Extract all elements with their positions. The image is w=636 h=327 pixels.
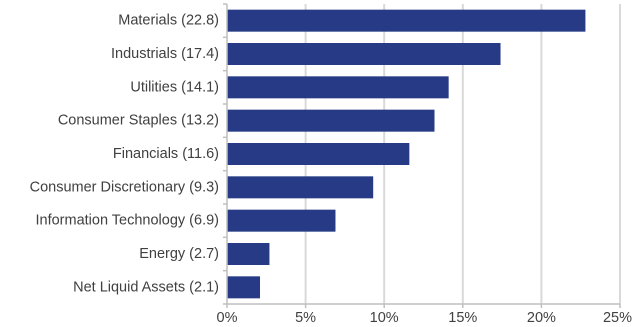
bar — [227, 209, 336, 232]
bar — [227, 9, 586, 32]
bar — [227, 143, 410, 165]
x-tick-label: 5% — [295, 310, 316, 326]
category-label: Consumer Discretionary (9.3) — [30, 179, 219, 195]
category-label: Information Technology (6.9) — [35, 213, 219, 229]
bar — [227, 243, 270, 265]
bar — [227, 76, 449, 99]
category-label: Materials (22.8) — [118, 13, 219, 29]
x-tick-label: 15% — [448, 310, 477, 326]
bars — [227, 9, 586, 299]
x-tick-label: 20% — [527, 310, 556, 326]
category-label: Net Liquid Assets (2.1) — [73, 279, 219, 295]
bar — [227, 43, 501, 65]
x-tick-label: 10% — [370, 310, 399, 326]
category-label: Consumer Staples (13.2) — [58, 113, 219, 129]
x-axis: 0% 5% 10% 15% 20% 25% — [217, 3, 632, 326]
category-label: Financials (11.6) — [113, 146, 219, 162]
category-label: Energy (2.7) — [139, 246, 219, 262]
bar — [227, 276, 261, 299]
category-label: Utilities (14.1) — [130, 79, 219, 95]
category-labels: Materials (22.8) Industrials (17.4) Utilit… — [30, 13, 219, 296]
x-tick-label: 25% — [603, 310, 632, 326]
x-tick-label: 0% — [217, 310, 238, 326]
bar — [227, 176, 374, 199]
category-label: Industrials (17.4) — [111, 46, 219, 62]
bar — [227, 109, 435, 132]
